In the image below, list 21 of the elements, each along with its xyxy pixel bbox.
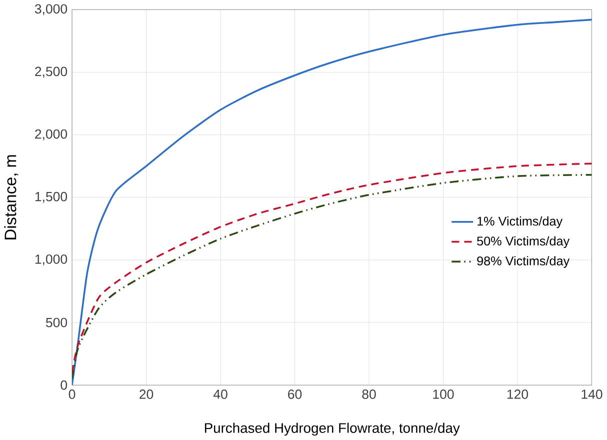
- x-tick-label: 20: [140, 390, 154, 399]
- legend-label: 1% Victims/day: [478, 216, 563, 228]
- y-tick-label: 500: [46, 318, 68, 328]
- legend-label: 50% Victims/day: [477, 236, 570, 248]
- line-series: [72, 18, 592, 386]
- y-tick-label: 0: [60, 380, 68, 390]
- x-tick-label: 120: [507, 390, 528, 399]
- x-tick-label: 0: [68, 390, 76, 399]
- legend-label: 98% Victims/day: [477, 256, 570, 268]
- y-tick-label: 3,000: [34, 4, 68, 16]
- x-axis-title: Purchased Hydrogen Flowrate, tonne/day: [204, 422, 460, 436]
- y-tick-label: 1,500: [35, 192, 68, 203]
- y-tick-label: 1,000: [35, 254, 68, 266]
- x-tick-label: 40: [213, 390, 228, 399]
- y-tick-label: 2,000: [35, 129, 68, 140]
- y-axis-title: Distance, m: [4, 155, 18, 240]
- x-tick-label: 80: [362, 390, 376, 399]
- x-tick-label: 100: [433, 390, 454, 399]
- y-tick-label: 2,500: [35, 66, 68, 78]
- x-tick-label: 60: [288, 390, 302, 399]
- x-tick-label: 140: [582, 390, 602, 399]
